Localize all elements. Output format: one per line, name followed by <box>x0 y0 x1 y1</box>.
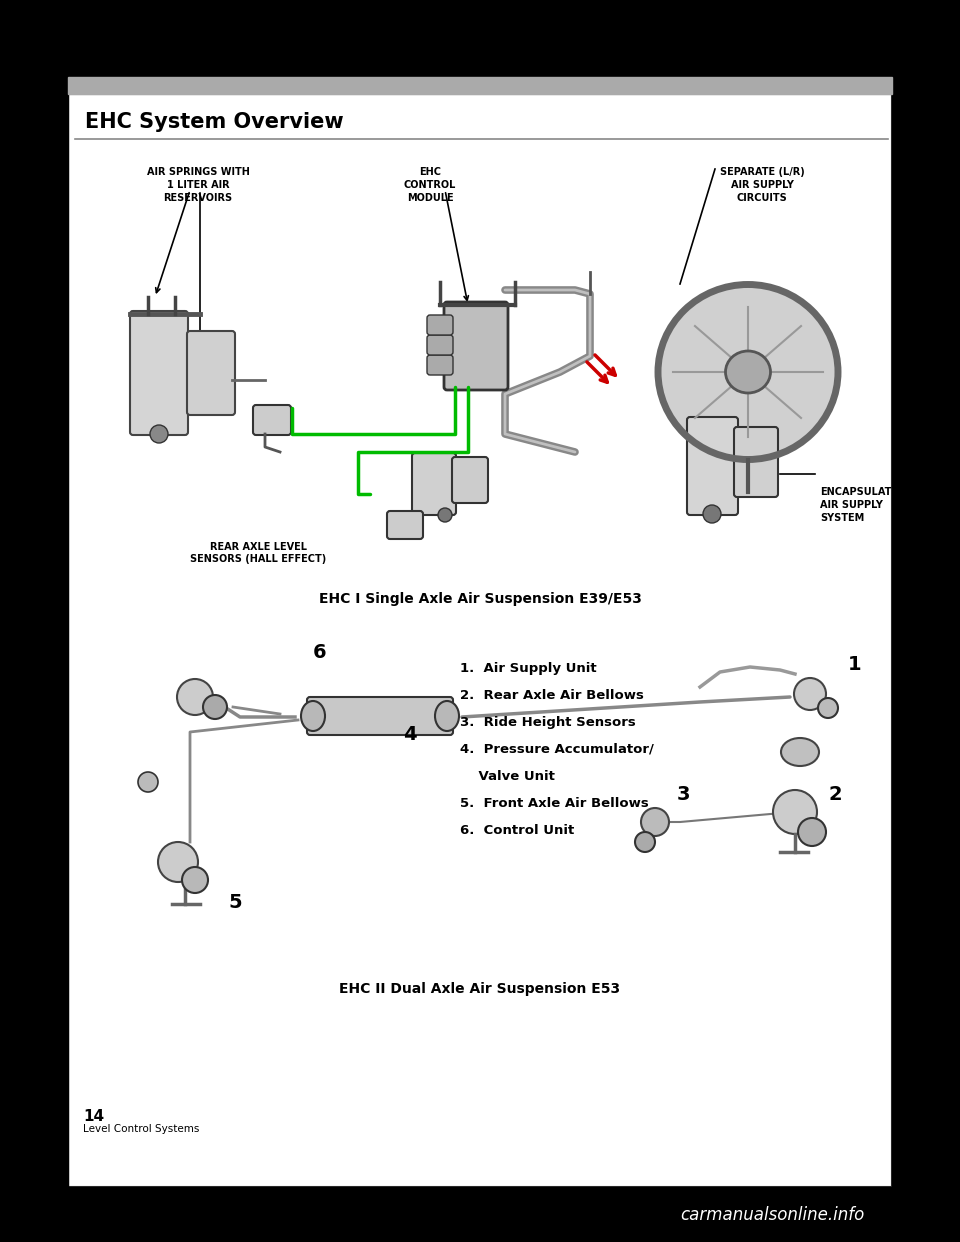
Text: EHC
CONTROL
MODULE: EHC CONTROL MODULE <box>404 166 456 202</box>
FancyBboxPatch shape <box>452 457 488 503</box>
Text: 1: 1 <box>849 655 862 673</box>
Circle shape <box>138 773 158 792</box>
Text: EHC II Dual Axle Air Suspension E53: EHC II Dual Axle Air Suspension E53 <box>340 982 620 996</box>
Text: Level Control Systems: Level Control Systems <box>83 1124 200 1134</box>
Text: 3: 3 <box>676 785 689 805</box>
Text: 2: 2 <box>828 785 842 804</box>
Bar <box>68 77 892 94</box>
FancyBboxPatch shape <box>187 332 235 415</box>
Text: 6.  Control Unit: 6. Control Unit <box>460 823 574 837</box>
FancyBboxPatch shape <box>444 302 508 390</box>
Bar <box>0 1187 960 1242</box>
Text: 5.  Front Axle Air Bellows: 5. Front Axle Air Bellows <box>460 797 649 810</box>
Text: ENCAPSULATED
AIR SUPPLY
SYSTEM: ENCAPSULATED AIR SUPPLY SYSTEM <box>820 487 906 523</box>
Circle shape <box>703 505 721 523</box>
Circle shape <box>794 678 826 710</box>
Circle shape <box>635 832 655 852</box>
Text: 3.  Ride Height Sensors: 3. Ride Height Sensors <box>460 715 636 729</box>
Text: 2.  Rear Axle Air Bellows: 2. Rear Axle Air Bellows <box>460 689 644 702</box>
Circle shape <box>150 425 168 443</box>
FancyBboxPatch shape <box>734 427 778 497</box>
Circle shape <box>773 790 817 833</box>
Text: 4.  Pressure Accumulator/: 4. Pressure Accumulator/ <box>460 743 654 756</box>
Bar <box>68 94 892 1187</box>
Circle shape <box>158 842 198 882</box>
Text: SEPARATE (L/R)
AIR SUPPLY
CIRCUITS: SEPARATE (L/R) AIR SUPPLY CIRCUITS <box>720 166 804 202</box>
Bar <box>0 77 68 1187</box>
Text: Valve Unit: Valve Unit <box>460 770 555 782</box>
FancyBboxPatch shape <box>387 510 423 539</box>
FancyBboxPatch shape <box>427 355 453 375</box>
FancyBboxPatch shape <box>427 315 453 335</box>
FancyBboxPatch shape <box>427 335 453 355</box>
Circle shape <box>177 679 213 715</box>
Circle shape <box>641 809 669 836</box>
Text: EHC I Single Axle Air Suspension E39/E53: EHC I Single Axle Air Suspension E39/E53 <box>319 592 641 606</box>
Circle shape <box>798 818 826 846</box>
FancyBboxPatch shape <box>130 310 188 435</box>
Ellipse shape <box>781 738 819 766</box>
FancyBboxPatch shape <box>687 417 738 515</box>
Ellipse shape <box>726 351 771 392</box>
Circle shape <box>203 696 227 719</box>
Text: 4: 4 <box>403 725 417 744</box>
Text: AIR SPRINGS WITH
1 LITER AIR
RESERVOIRS: AIR SPRINGS WITH 1 LITER AIR RESERVOIRS <box>147 166 250 202</box>
FancyBboxPatch shape <box>307 697 453 735</box>
FancyBboxPatch shape <box>412 453 456 515</box>
Text: carmanualsonline.info: carmanualsonline.info <box>680 1206 864 1225</box>
Ellipse shape <box>658 284 838 460</box>
Bar <box>0 0 960 77</box>
Text: 6: 6 <box>313 642 326 662</box>
Circle shape <box>438 508 452 522</box>
Ellipse shape <box>435 700 459 732</box>
Circle shape <box>818 698 838 718</box>
Circle shape <box>182 867 208 893</box>
Text: 5: 5 <box>228 893 242 912</box>
Text: REAR AXLE LEVEL
SENSORS (HALL EFFECT): REAR AXLE LEVEL SENSORS (HALL EFFECT) <box>190 542 326 564</box>
Text: EHC System Overview: EHC System Overview <box>85 112 344 132</box>
Text: 1.  Air Supply Unit: 1. Air Supply Unit <box>460 662 596 674</box>
FancyBboxPatch shape <box>253 405 291 435</box>
Text: 14: 14 <box>83 1109 104 1124</box>
Ellipse shape <box>301 700 325 732</box>
Bar <box>892 77 960 1187</box>
